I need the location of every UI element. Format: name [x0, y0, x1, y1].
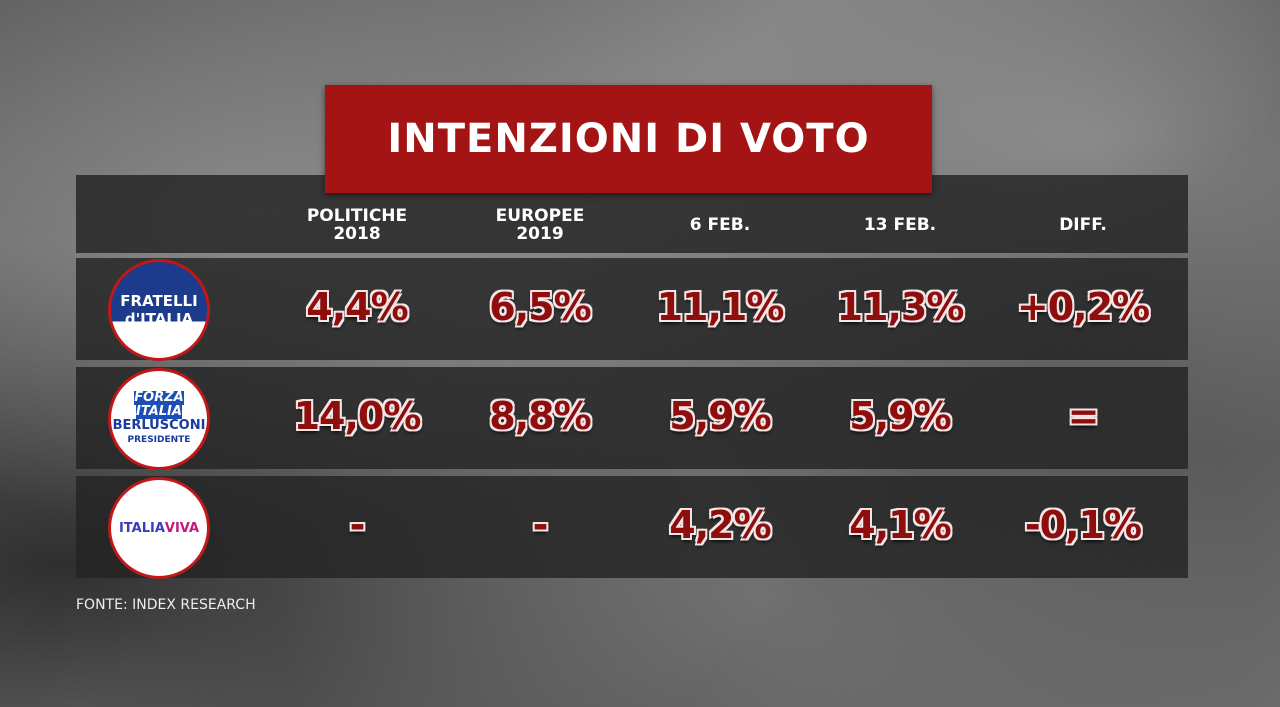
logo-text: BERLUSCONI	[112, 418, 206, 433]
row-band	[76, 258, 1188, 360]
logo-text: ITALIA	[136, 404, 182, 419]
value-cell: 6,5%	[489, 285, 591, 329]
value-cell: 8,8%	[489, 394, 591, 438]
value-cell: 4,4%	[306, 285, 408, 329]
value-cell: =	[1067, 394, 1100, 438]
logo-text: d'ITALIA	[124, 310, 194, 328]
party-logo: FRATELLI d'ITALIA	[108, 259, 210, 361]
header-cell: DIFF.	[998, 216, 1168, 234]
row-band	[76, 476, 1188, 578]
party-logo: ITALIA VIVA	[108, 477, 210, 579]
value-cell: 11,1%	[656, 285, 785, 329]
header-line: DIFF.	[1059, 215, 1107, 235]
value-cell: 4,1%	[849, 503, 951, 547]
title: INTENZIONI DI VOTO	[325, 85, 932, 193]
value-cell: 11,3%	[836, 285, 965, 329]
logo-text: FORZA	[134, 390, 184, 405]
row-band	[76, 367, 1188, 469]
value-cell: -	[532, 503, 549, 547]
value-cell: -	[349, 503, 366, 547]
value-cell: 14,0%	[293, 394, 422, 438]
value-cell: -0,1%	[1024, 503, 1142, 547]
header-line: 2019	[516, 224, 564, 244]
header-line: POLITICHE	[306, 206, 408, 226]
source: FONTE: INDEX RESEARCH	[76, 597, 256, 613]
header-cell: 6 FEB.	[635, 216, 805, 234]
header-line: 2018	[333, 224, 381, 244]
logo-text: ITALIA	[118, 520, 165, 536]
value-cell: 5,9%	[849, 394, 951, 438]
header-line: 6 FEB.	[689, 215, 751, 235]
header-cell: 13 FEB.	[815, 216, 985, 234]
logo-text: PRESIDENTE	[127, 435, 191, 445]
header-cell: EUROPEE 2019	[455, 207, 625, 243]
logo-text: VIVA	[164, 520, 200, 536]
party-logo: FORZA ITALIA BERLUSCONI PRESIDENTE	[108, 368, 210, 470]
value-cell: 4,2%	[669, 503, 771, 547]
header-line: EUROPEE	[495, 206, 585, 226]
logo-text: FRATELLI	[120, 292, 198, 310]
value-cell: +0,2%	[1016, 285, 1150, 329]
value-cell: 5,9%	[669, 394, 771, 438]
header-line: 13 FEB.	[863, 215, 937, 235]
header-cell: POLITICHE 2018	[272, 207, 442, 243]
